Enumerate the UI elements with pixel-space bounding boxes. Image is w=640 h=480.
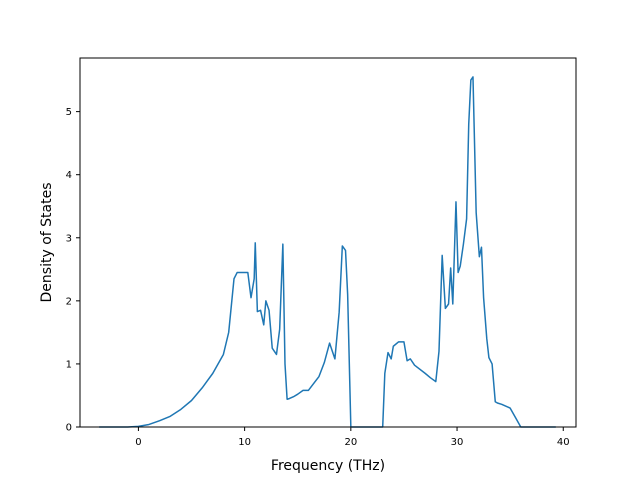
x-tick-label: 10 — [238, 437, 251, 448]
y-tick-label: 4 — [66, 170, 72, 181]
y-axis-label: Density of States — [39, 183, 55, 303]
x-tick-label: 0 — [135, 437, 141, 448]
plot-frame — [79, 57, 577, 428]
y-tick-label: 0 — [66, 423, 72, 434]
y-tick-label: 1 — [66, 359, 72, 370]
x-tick-label: 20 — [344, 437, 357, 448]
x-tick-label: 30 — [451, 437, 464, 448]
y-axis-ticks: 0 1 2 3 4 5 — [66, 107, 80, 434]
y-tick-label: 5 — [66, 107, 72, 118]
x-axis-label: Frequency (THz) — [271, 458, 385, 474]
x-tick-label: 40 — [557, 437, 570, 448]
y-tick-label: 2 — [66, 296, 72, 307]
y-tick-label: 3 — [66, 233, 72, 244]
x-axis-ticks: 0 10 20 30 40 — [135, 427, 570, 448]
